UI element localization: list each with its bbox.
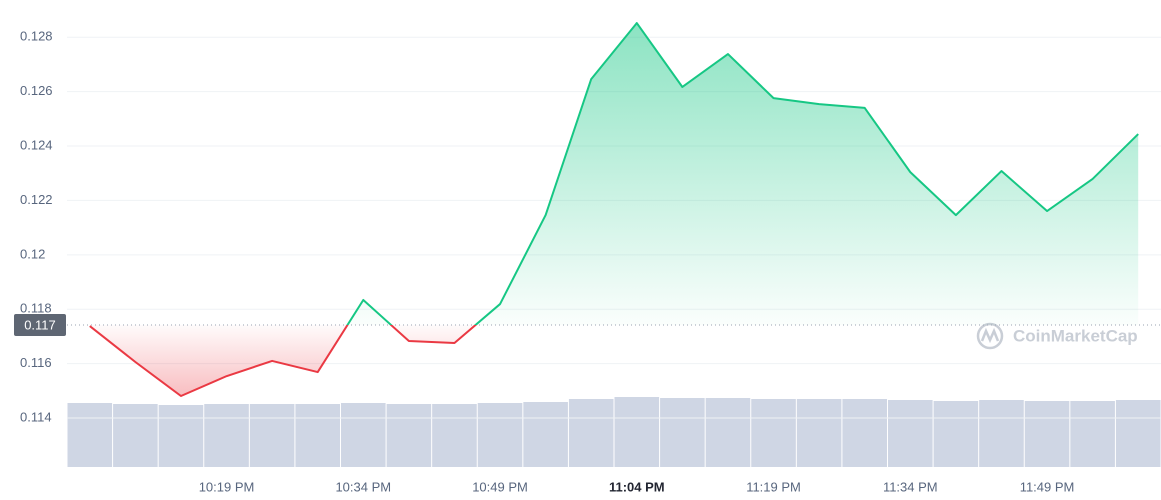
volume-bar <box>1115 400 1161 467</box>
volume-bar <box>204 404 249 467</box>
volume-bar <box>477 403 523 467</box>
volume <box>67 403 113 467</box>
volume <box>614 397 660 467</box>
volume <box>751 399 796 467</box>
volume-bar <box>979 400 1024 467</box>
volume-bar <box>568 399 614 467</box>
watermark: CoinMarketCap <box>976 322 1138 350</box>
volume-bar <box>614 397 660 467</box>
volume-bar <box>751 399 796 467</box>
watermark-text: CoinMarketCap <box>1013 326 1138 345</box>
y-tick-label: 0.118 <box>20 301 52 316</box>
volume-bar <box>705 398 751 467</box>
volume <box>477 403 523 467</box>
y-tick-label: 0.128 <box>20 29 53 44</box>
volume <box>249 404 295 467</box>
volume <box>796 399 842 467</box>
baseline-label: 0.117 <box>24 317 56 332</box>
volume-bar <box>386 404 432 467</box>
volume <box>979 400 1024 467</box>
x-tick-label: 11:04 PM <box>609 479 665 494</box>
volume-bar <box>432 404 477 467</box>
volume <box>204 404 249 467</box>
y-tick-label: 0.122 <box>20 192 53 207</box>
area-fill <box>89 23 1139 397</box>
volume-bar <box>158 405 204 467</box>
volume <box>888 400 933 467</box>
volume-bar <box>660 398 705 467</box>
volume <box>568 399 614 467</box>
volume-bar <box>523 402 568 467</box>
price-line <box>89 22 1139 398</box>
x-tick-label: 10:49 PM <box>472 479 528 494</box>
volume <box>933 401 979 467</box>
volume <box>523 402 568 467</box>
volume <box>1115 400 1161 467</box>
volume <box>1070 401 1115 467</box>
volume-bar <box>67 403 113 467</box>
volume-bar <box>888 400 933 467</box>
volume <box>842 399 887 467</box>
volume <box>113 404 158 467</box>
volume-bar <box>796 399 842 467</box>
volume-bar <box>1070 401 1115 467</box>
x-tick-label: 11:49 PM <box>1020 479 1075 494</box>
volume <box>1024 401 1070 467</box>
y-tick-label: 0.12 <box>20 246 45 261</box>
x-tick-label: 10:19 PM <box>199 479 255 494</box>
volume <box>432 404 477 467</box>
volume-bar <box>295 404 340 467</box>
y-tick-label: 0.126 <box>20 83 53 98</box>
volume-bar <box>933 401 979 467</box>
volume <box>158 405 204 467</box>
baseline-label-box <box>14 314 66 337</box>
volume-bar <box>113 404 158 467</box>
volume-bar <box>842 399 887 467</box>
x-tick-label: 10:34 PM <box>335 479 391 494</box>
y-tick-label: 0.114 <box>20 409 52 424</box>
volume <box>705 398 751 467</box>
y-tick-label: 0.116 <box>20 355 52 370</box>
y-tick-label: 0.124 <box>20 137 53 152</box>
x-tick-label: 11:19 PM <box>746 479 801 494</box>
volume <box>341 403 386 467</box>
volume <box>295 404 340 467</box>
volume-bar <box>249 404 295 467</box>
volume-bar <box>1024 401 1070 467</box>
volume <box>660 398 705 467</box>
volume <box>386 404 432 467</box>
x-tick-label: 11:34 PM <box>883 479 938 494</box>
volume-bar <box>341 403 386 467</box>
